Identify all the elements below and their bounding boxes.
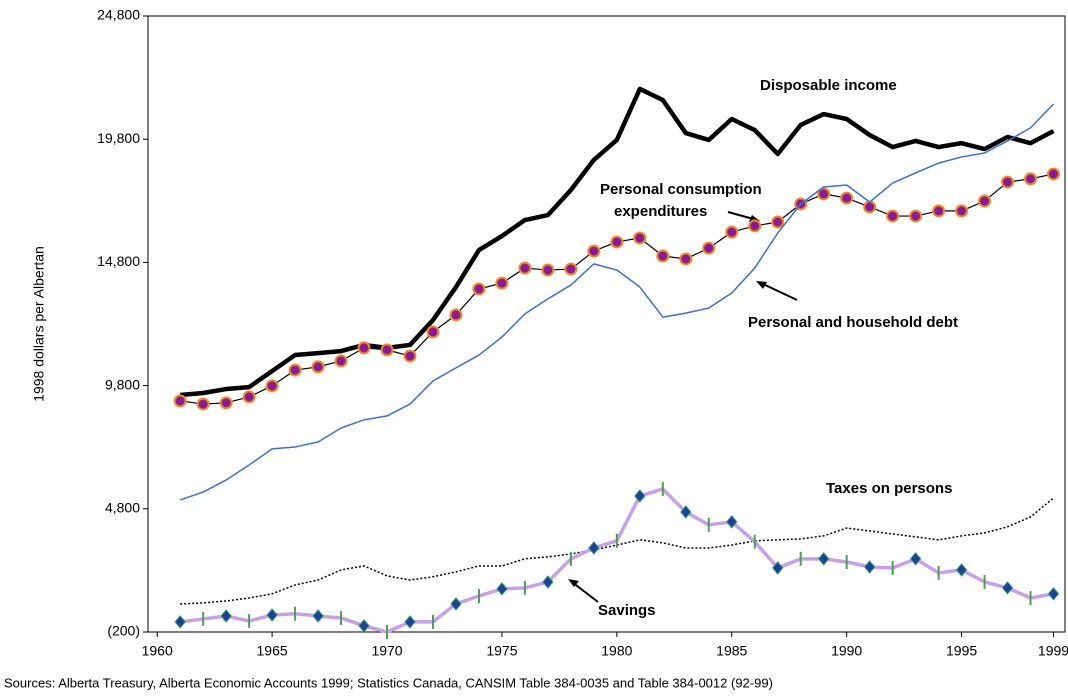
- x-tick-label: 1999: [1038, 643, 1068, 659]
- point: [863, 560, 876, 574]
- arrow-head: [756, 281, 767, 289]
- point: [1047, 587, 1060, 601]
- annotation: Personal and household debt: [748, 314, 958, 331]
- point: [174, 615, 186, 629]
- point: [771, 215, 785, 229]
- point: [1047, 167, 1061, 181]
- y-tick-label: 19,800: [97, 130, 140, 146]
- x-tick-label: 1985: [716, 643, 747, 659]
- point: [772, 561, 784, 575]
- point: [978, 194, 992, 208]
- point: [610, 235, 624, 249]
- source-note: Sources: Alberta Treasury, Alberta Econo…: [4, 675, 773, 690]
- series-line: [179, 103, 1055, 501]
- x-tick-label: 1990: [831, 643, 862, 659]
- series-line: [180, 497, 1054, 605]
- point: [955, 563, 968, 577]
- point: [726, 515, 738, 529]
- annotation: Savings: [598, 602, 656, 619]
- point: [679, 252, 693, 266]
- point: [265, 379, 279, 393]
- point: [587, 244, 601, 258]
- x-tick-label: 1960: [142, 643, 173, 659]
- point: [311, 360, 325, 374]
- point: [220, 609, 232, 623]
- point: [495, 276, 509, 290]
- point: [840, 191, 854, 205]
- point: [542, 575, 554, 589]
- x-tick-label: 1975: [486, 643, 517, 659]
- point: [472, 282, 486, 296]
- arrow: [571, 581, 599, 603]
- point: [266, 608, 278, 622]
- point: [932, 204, 946, 218]
- y-tick-label: (200): [107, 623, 140, 639]
- y-axis-label: 1998 dollars per Albertan: [31, 246, 47, 402]
- point: [634, 489, 646, 503]
- point: [1001, 581, 1014, 595]
- point: [312, 609, 324, 623]
- series-line: [179, 86, 1055, 398]
- point: [955, 204, 969, 218]
- point: [680, 505, 692, 519]
- plot-frame: [147, 15, 1066, 633]
- point: [196, 397, 210, 411]
- point: [886, 209, 900, 223]
- point: [748, 219, 762, 233]
- point: [450, 597, 462, 611]
- point: [1024, 172, 1038, 186]
- point: [518, 261, 532, 275]
- point: [288, 363, 302, 377]
- point: [656, 249, 670, 263]
- point: [380, 343, 394, 357]
- point: [173, 394, 187, 408]
- point: [633, 231, 647, 245]
- annotation: Taxes on persons: [826, 480, 952, 497]
- y-tick-label: 24,800: [97, 7, 140, 23]
- x-tick-label: 1995: [946, 643, 977, 659]
- point: [863, 200, 877, 214]
- point: [426, 325, 440, 339]
- y-tick-label: 14,800: [97, 253, 140, 269]
- point: [242, 390, 256, 404]
- y-tick-label: 9,800: [105, 376, 140, 392]
- point: [588, 541, 600, 555]
- point: [403, 349, 417, 363]
- x-tick-label: 1970: [371, 643, 402, 659]
- point: [219, 396, 233, 410]
- point: [358, 619, 370, 633]
- x-tick-label: 1965: [257, 643, 288, 659]
- point: [909, 209, 923, 223]
- x-tick-label: 1980: [601, 643, 632, 659]
- point: [449, 308, 463, 322]
- point: [404, 615, 416, 629]
- point: [541, 263, 555, 277]
- point: [702, 241, 716, 255]
- point: [564, 262, 578, 276]
- point: [817, 187, 831, 201]
- annotation: Personal consumption expenditures: [600, 181, 762, 220]
- point: [357, 341, 371, 355]
- point: [334, 354, 348, 368]
- arrow: [760, 282, 798, 301]
- y-tick-label: 4,800: [105, 500, 140, 516]
- point: [1001, 175, 1015, 189]
- point: [818, 552, 830, 566]
- annotation: Disposable income: [760, 77, 897, 94]
- point: [496, 582, 508, 596]
- point: [909, 552, 922, 566]
- arrow-head: [568, 579, 579, 587]
- point: [725, 225, 739, 239]
